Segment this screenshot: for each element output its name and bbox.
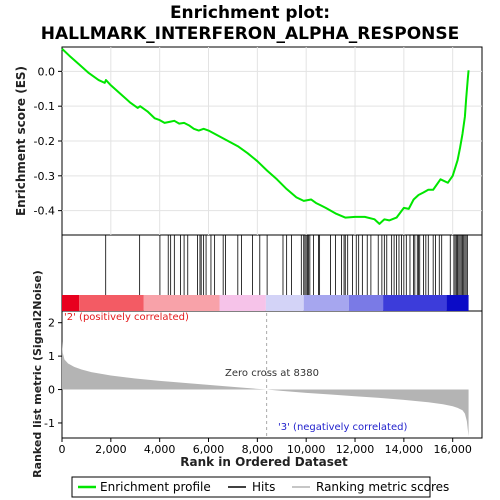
x-tick-label: 4,000	[144, 443, 176, 456]
x-tick-label: 10,000	[287, 443, 326, 456]
color-bar-segment	[383, 295, 447, 311]
metric-tick-label: 2	[48, 317, 55, 330]
x-tick-label: 8,000	[242, 443, 274, 456]
es-tick-label: -0.2	[34, 135, 55, 148]
metric-area	[62, 341, 469, 437]
es-tick-label: -0.4	[34, 205, 55, 218]
color-bar-segment	[143, 295, 220, 311]
metric-y-axis-label: Ranked list metric (Signal2Noise)	[31, 270, 44, 478]
legend-label-metric: Ranking metric scores	[316, 480, 449, 494]
legend-label-enrichment: Enrichment profile	[100, 480, 211, 494]
x-tick-label: 2,000	[95, 443, 127, 456]
x-axis: 0 2,000 4,000 6,000 8,000 10,000 12,000 14,000 1…	[59, 438, 472, 456]
legend-label-hits: Hits	[252, 480, 275, 494]
es-y-axis-label: Enrichment score (ES)	[14, 66, 28, 216]
x-tick-label: 14,000	[385, 443, 424, 456]
x-tick-label: 6,000	[193, 443, 225, 456]
es-tick-label: -0.3	[34, 170, 55, 183]
negative-correlation-label: '3' (negatively correlated)	[278, 422, 407, 433]
metric-area-group	[62, 313, 469, 438]
x-tick-label: 16,000	[433, 443, 472, 456]
color-bar-segment	[265, 295, 304, 311]
metric-tick-label: 1	[48, 350, 55, 363]
es-tick-label: -0.1	[34, 100, 55, 113]
color-bar-segment	[62, 295, 80, 311]
metric-tick-label: 0	[48, 384, 55, 397]
color-bar-segment	[79, 295, 144, 311]
positive-correlation-label: '2' (positively correlated)	[64, 312, 189, 323]
color-bar-segment	[348, 295, 384, 311]
es-tick-label: 0.0	[38, 65, 56, 78]
color-bar-segment	[219, 295, 266, 311]
es-line-group	[61, 48, 470, 225]
zero-cross-label: Zero cross at 8380	[225, 368, 319, 379]
x-tick-label: 0	[59, 443, 66, 456]
legend: Enrichment profile Hits Ranking metric s…	[71, 476, 449, 498]
metric-tick-label: -1	[44, 417, 55, 430]
es-y-axis: 0.0 -0.1 -0.2 -0.3 -0.4	[34, 65, 62, 218]
enrichment-profile-line	[61, 48, 470, 225]
legend-box	[71, 476, 431, 498]
hit-markers	[105, 235, 468, 295]
color-bar-segment	[446, 295, 469, 311]
color-bar-segment	[303, 295, 349, 311]
chart-title-line2: HALLMARK_INTERFERON_ALPHA_RESPONSE	[41, 24, 460, 44]
x-axis-label: Rank in Ordered Dataset	[180, 455, 348, 469]
chart-title-line1: Enrichment plot:	[170, 3, 330, 23]
ranking-color-bar	[62, 295, 469, 311]
x-tick-label: 12,000	[336, 443, 375, 456]
metric-y-axis: 2 1 0 -1	[44, 317, 62, 430]
